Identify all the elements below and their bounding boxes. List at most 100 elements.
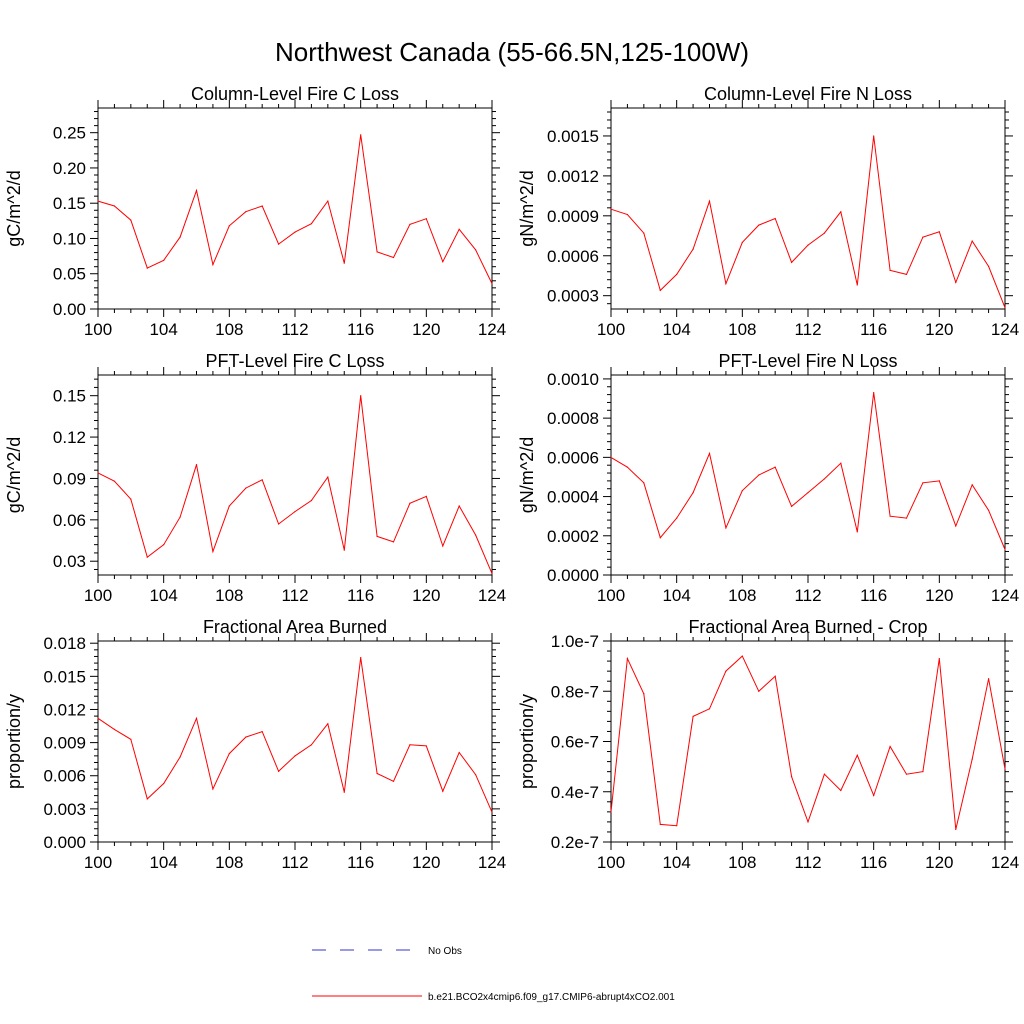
data-point [294, 755, 296, 757]
data-point [343, 262, 345, 264]
data-point [758, 224, 760, 226]
panel-title: PFT-Level Fire N Loss [718, 351, 897, 371]
series-line [97, 657, 493, 813]
x-tick-label: 100 [84, 586, 112, 605]
x-tick-label: 112 [794, 853, 821, 872]
data-point [146, 556, 148, 558]
data-point [245, 736, 247, 738]
data-point [922, 771, 924, 773]
plot-frame [97, 374, 493, 576]
data-point [425, 495, 427, 497]
data-point [245, 211, 247, 213]
y-tick-label: 0.012 [43, 700, 86, 719]
data-point [938, 657, 940, 660]
data-point [163, 259, 165, 261]
y-tick-label: 0.015 [43, 667, 86, 686]
x-tick-label: 120 [412, 586, 440, 605]
y-tick-label: 0.0006 [547, 448, 599, 467]
plot-frame [610, 640, 1006, 843]
data-point [758, 474, 760, 476]
chart-panel-4: PFT-Level Fire N Loss gN/m^2/d 100 104 108 11… [517, 351, 1019, 605]
data-point [228, 225, 230, 227]
data-point [343, 549, 345, 551]
data-point [889, 269, 891, 271]
data-point [955, 525, 957, 527]
data-point [442, 545, 444, 547]
data-point [212, 263, 214, 266]
data-point [163, 782, 165, 785]
data-point [905, 773, 908, 775]
legend-label-no-obs: No Obs [428, 946, 462, 957]
data-point [610, 456, 612, 458]
data-point [195, 717, 198, 719]
data-point [130, 219, 132, 221]
data-point [823, 773, 826, 775]
x-tick-label: 100 [597, 586, 625, 605]
x-tick-label: 104 [662, 586, 690, 605]
y-tick-label: 0.006 [43, 767, 86, 786]
data-point [376, 535, 378, 537]
data-point [971, 758, 973, 760]
legend-label-model: b.e21.BCO2x4cmip6.f09_g17.CMIP6-abrupt4x… [428, 992, 675, 1003]
data-point [938, 231, 940, 233]
series-line [610, 135, 1006, 308]
x-tick-label: 124 [478, 853, 506, 872]
data-point [659, 823, 661, 826]
data-point [277, 243, 280, 245]
x-tick-label: 100 [597, 320, 625, 339]
data-point [1004, 307, 1006, 309]
data-point [692, 492, 694, 494]
data-point [626, 213, 629, 216]
data-point [774, 466, 776, 468]
data-point [659, 289, 661, 291]
y-tick-label: 0.8e-7 [551, 682, 599, 701]
data-point [360, 656, 362, 659]
x-tick-label: 104 [149, 853, 177, 872]
data-point [130, 498, 132, 500]
data-point [179, 516, 181, 518]
data-point [774, 217, 776, 220]
data-point [905, 273, 908, 275]
y-tick-label: 0.0006 [547, 247, 599, 266]
y-axis-label: proportion/y [517, 694, 537, 789]
data-point [643, 693, 645, 695]
x-tick-label: 120 [925, 586, 953, 605]
y-tick-label: 0.15 [53, 194, 86, 213]
data-point [971, 240, 973, 242]
data-point [708, 200, 711, 202]
data-point [261, 730, 263, 733]
data-point [1004, 768, 1006, 770]
data-point [228, 505, 230, 507]
y-tick-label: 0.00 [53, 300, 86, 319]
data-point [491, 811, 493, 813]
legend: No Obs b.e21.BCO2x4cmip6.f09_g17.CMIP6-a… [312, 946, 675, 1003]
data-point [376, 772, 378, 775]
data-point [376, 251, 378, 253]
data-point [474, 534, 477, 536]
data-point [725, 527, 727, 529]
chart-panel-1: Column-Level Fire C Loss gC/m^2/d 100 104 10… [4, 84, 506, 339]
y-tick-label: 0.10 [53, 229, 86, 248]
x-tick-label: 108 [728, 320, 756, 339]
data-point [442, 261, 444, 263]
y-axis-label: proportion/y [4, 694, 24, 789]
data-point [146, 267, 148, 269]
x-tick-label: 124 [478, 586, 506, 605]
data-point [277, 523, 280, 525]
data-point [195, 464, 198, 466]
data-point [676, 825, 678, 827]
y-tick-label: 0.06 [53, 511, 86, 530]
data-point [294, 231, 296, 233]
y-tick-label: 0.0002 [547, 527, 599, 546]
x-tick-label: 120 [412, 320, 440, 339]
x-tick-label: 124 [478, 320, 506, 339]
data-point [360, 134, 362, 136]
data-point [113, 205, 116, 207]
chart-panel-5: Fractional Area Burned proportion/y 100 104… [4, 617, 506, 872]
y-axis-label: gC/m^2/d [4, 437, 24, 513]
y-tick-label: 0.0009 [547, 207, 599, 226]
data-point [987, 265, 990, 268]
data-point [458, 751, 460, 754]
y-tick-label: 0.6e-7 [551, 733, 599, 752]
